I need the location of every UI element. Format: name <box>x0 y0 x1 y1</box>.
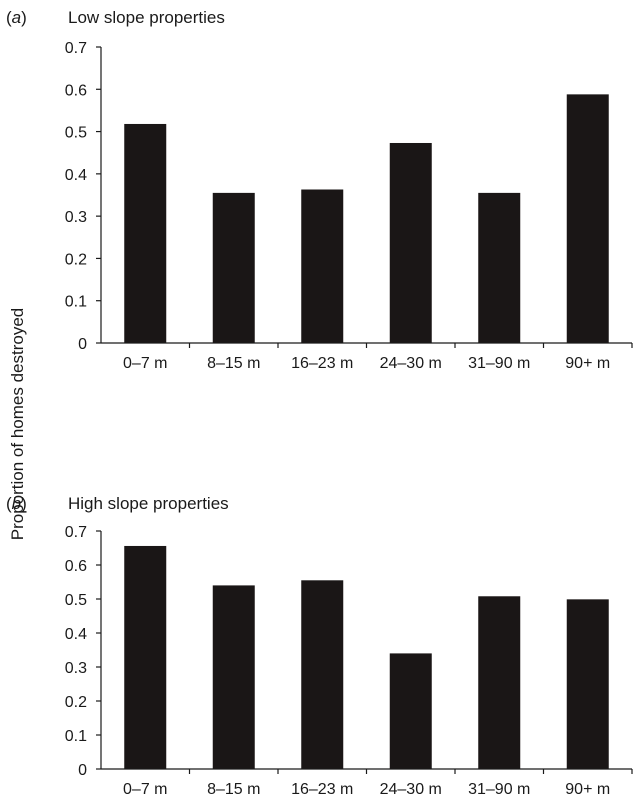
panel-b-bar <box>301 580 343 769</box>
panel-a-x-tick-label: 90+ m <box>565 355 610 372</box>
panel-b-x-tick-label: 16–23 m <box>291 781 353 798</box>
panel-b-bar <box>124 546 166 769</box>
panel-a-y-tick-label: 0.3 <box>65 209 87 226</box>
panel-a-bar <box>567 94 609 343</box>
panel-b-y-tick-label: 0.6 <box>65 558 87 575</box>
panel-b-high-slope: (b) High slope properties 00.10.20.30.40… <box>6 494 632 798</box>
panel-a-y-tick-label: 0.5 <box>65 125 87 142</box>
panel-a-x-tick-label: 16–23 m <box>291 355 353 372</box>
panel-a-bar <box>301 190 343 343</box>
panel-b-x-tick-label: 0–7 m <box>123 781 167 798</box>
panel-b-bar <box>478 596 520 769</box>
panel-b-tag: (b) <box>6 494 27 513</box>
panel-a-y-tick-label: 0 <box>78 336 87 353</box>
panel-b-bar <box>390 653 432 769</box>
panel-a-y-tick-label: 0.6 <box>65 82 87 99</box>
panel-a-bar <box>213 193 255 343</box>
panel-a-x-tick-label: 0–7 m <box>123 355 167 372</box>
panel-a-y-tick-label: 0.4 <box>65 167 87 184</box>
panel-a-low-slope: (a) Low slope properties 0 0.1 0.2 0.3 0.4 0.… <box>6 8 632 372</box>
panel-b-x-tick-label: 24–30 m <box>380 781 442 798</box>
panel-b-bar <box>567 599 609 769</box>
panel-b-y-tick-label: 0.4 <box>65 626 87 643</box>
panel-b-y-tick-label: 0.2 <box>65 694 87 711</box>
panel-b-title: High slope properties <box>68 494 229 513</box>
panel-a-x-tick-label: 31–90 m <box>468 355 530 372</box>
panel-a-bar <box>124 124 166 343</box>
panel-a-axes <box>101 47 632 343</box>
panel-a-y-ticks: 0 0.1 0.2 0.3 0.4 0.5 0.6 0.7 <box>65 40 101 353</box>
panel-b-bars <box>124 546 609 769</box>
panel-a-x-tick-label: 8–15 m <box>207 355 260 372</box>
panel-b-x-tick-label: 8–15 m <box>207 781 260 798</box>
panel-a-bar <box>478 193 520 343</box>
panel-a-y-tick-label: 0.1 <box>65 294 87 311</box>
panel-b-y-tick-label: 0.3 <box>65 660 87 677</box>
panel-b-y-tick-label: 0 <box>78 762 87 779</box>
panel-b-y-tick-label: 0.1 <box>65 728 87 745</box>
panel-b-y-tick-label: 0.7 <box>65 524 87 541</box>
panel-b-x-tick-label: 90+ m <box>565 781 610 798</box>
panel-a-bars <box>124 94 609 343</box>
panel-a-title: Low slope properties <box>68 8 225 27</box>
panel-b-x-tick-label: 31–90 m <box>468 781 530 798</box>
panel-a-tag: (a) <box>6 8 27 27</box>
panel-a-x-tick-label: 24–30 m <box>380 355 442 372</box>
panel-b-y-tick-label: 0.5 <box>65 592 87 609</box>
panel-a-x-ticks: 0–7 m 8–15 m 16–23 m 24–30 m 31–90 m 90+ m <box>123 343 632 372</box>
panel-a-y-tick-label: 0.7 <box>65 40 87 57</box>
panel-a-bar <box>390 143 432 343</box>
panel-b-x-ticks: 0–7 m 8–15 m 16–23 m 24–30 m 31–90 m 90+ m <box>123 769 632 798</box>
panel-a-y-tick-label: 0.2 <box>65 251 87 268</box>
panel-b-bar <box>213 585 255 769</box>
panel-b-axes <box>101 531 632 769</box>
panel-b-y-ticks: 0 0.1 0.2 0.3 0.4 0.5 0.6 0.7 <box>65 524 101 779</box>
